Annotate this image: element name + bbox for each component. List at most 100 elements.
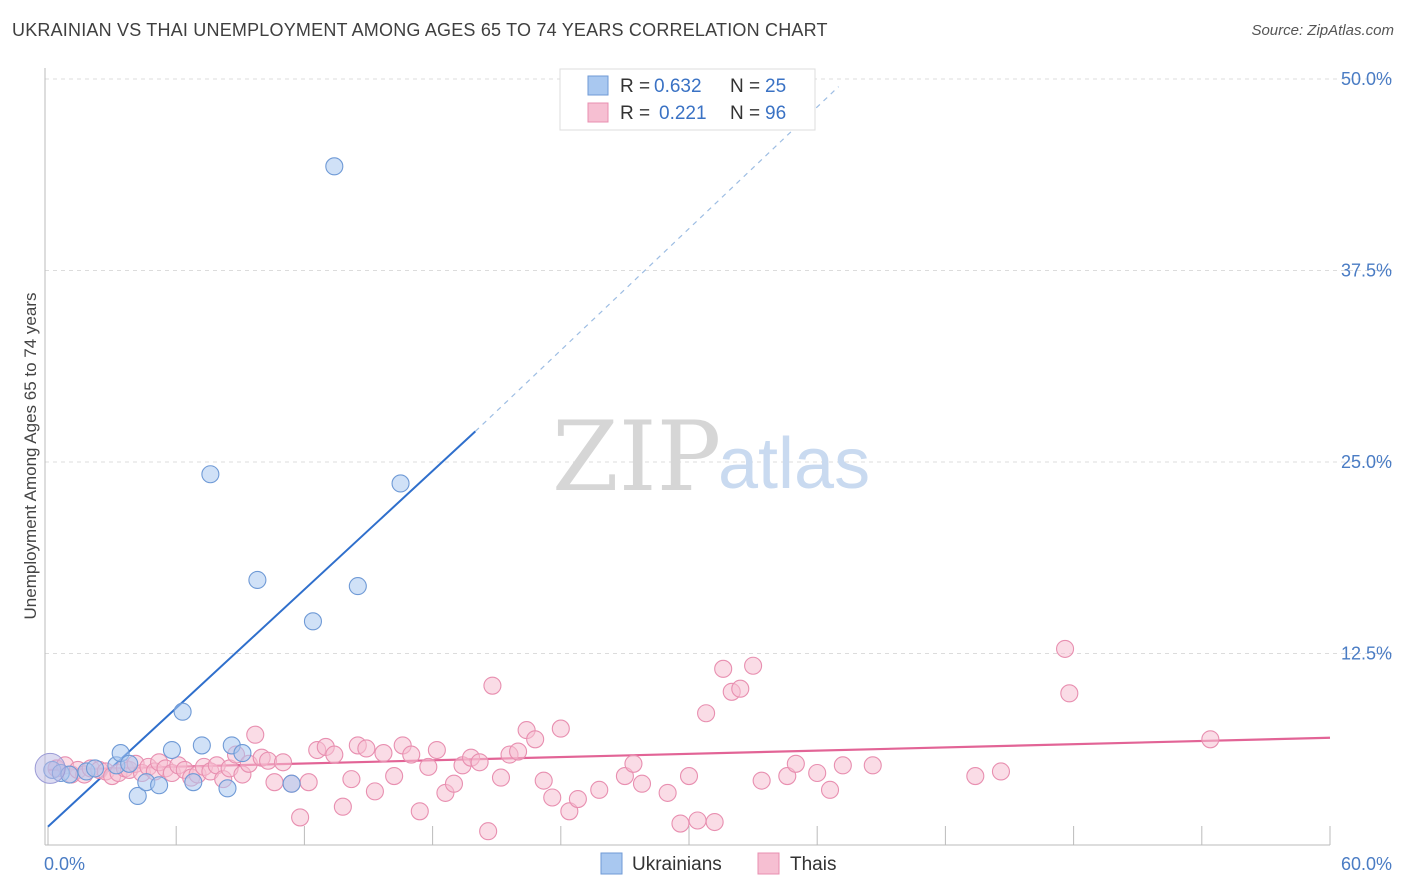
point-thais-71 xyxy=(590,780,609,799)
point-thais-86 xyxy=(778,767,797,786)
point-thais-46 xyxy=(365,782,384,801)
point-thais-60 xyxy=(483,676,502,695)
point-thais-50 xyxy=(402,745,421,764)
point-ukrainians-20 xyxy=(303,612,322,631)
point-thais-79 xyxy=(697,704,716,723)
point-thais-35 xyxy=(273,753,293,772)
x-tick-label-max: 60.0% xyxy=(1341,854,1392,874)
point-thais-42 xyxy=(333,797,352,816)
chart-title: UKRAINIAN VS THAI UNEMPLOYMENT AMONG AGE… xyxy=(12,20,828,40)
y-tick-label-50: 50.0% xyxy=(1341,69,1392,89)
point-thais-70 xyxy=(568,789,587,809)
point-cluster-origin xyxy=(34,752,66,784)
point-ukrainians-11 xyxy=(162,740,181,760)
x-tick-labels: 0.0% 60.0% xyxy=(44,854,1392,874)
trend-line-ukrainians-extension xyxy=(474,86,839,432)
point-thais-59 xyxy=(479,822,498,841)
point-ukrainians-7 xyxy=(120,754,139,773)
watermark: ZIP atlas xyxy=(552,401,870,513)
point-thais-95 xyxy=(1060,684,1079,703)
y-tick-label-25: 25.0% xyxy=(1341,452,1392,472)
point-ukrainians-24 xyxy=(282,774,301,793)
y-axis-title: Unemployment Among Ages 65 to 74 years xyxy=(21,293,40,620)
point-ukrainians-10 xyxy=(150,776,169,795)
watermark-atlas: atlas xyxy=(718,424,870,504)
bottom-legend-label-thais: Thais xyxy=(790,854,836,875)
legend-swatch-ukrainians xyxy=(587,75,609,96)
point-thais-67 xyxy=(543,788,562,807)
point-thais-94 xyxy=(1056,639,1075,658)
point-thais-84 xyxy=(744,656,763,675)
point-ukrainians-23 xyxy=(391,474,410,493)
axes xyxy=(44,68,1331,846)
correlation-legend: R = 0.632 N = 25 R = 0.221 N = 96 xyxy=(559,68,816,131)
point-thais-89 xyxy=(820,780,840,799)
point-thais-68 xyxy=(551,719,570,738)
point-thais-74 xyxy=(632,774,652,793)
point-thais-66 xyxy=(534,771,553,790)
point-thais-63 xyxy=(509,742,528,761)
bottom-legend-label-ukrainians: Ukrainians xyxy=(632,854,722,875)
point-thais-87 xyxy=(786,754,805,773)
watermark-zip: ZIP xyxy=(552,401,721,513)
point-ukrainians-4 xyxy=(85,759,105,778)
x-tick-label-min: 0.0% xyxy=(44,854,85,874)
y-tick-label-37.5: 37.5% xyxy=(1341,261,1392,281)
point-thais-47 xyxy=(374,744,393,763)
point-thais-51 xyxy=(410,802,429,821)
point-ukrainians-13 xyxy=(184,773,203,792)
point-thais-91 xyxy=(863,756,882,775)
point-thais-85 xyxy=(752,771,771,790)
series-legend: Ukrainians Thais xyxy=(600,852,836,875)
point-thais-88 xyxy=(808,763,827,783)
point-thais-78 xyxy=(688,811,707,830)
point-thais-53 xyxy=(427,740,446,760)
point-thais-55 xyxy=(444,774,464,793)
point-thais-73 xyxy=(624,754,643,773)
point-thais-72 xyxy=(615,767,634,786)
point-thais-65 xyxy=(526,730,545,749)
data-points xyxy=(34,157,1220,841)
point-ukrainians-17 xyxy=(233,744,252,763)
point-ukrainians-14 xyxy=(192,736,211,755)
legend-r-value-ukrainians: 0.632 xyxy=(654,76,702,97)
point-thais-75 xyxy=(658,783,677,802)
point-thais-93 xyxy=(991,762,1011,781)
legend-r-value-thais: 0.221 xyxy=(659,103,707,124)
legend-r-label-1: R = xyxy=(620,76,650,97)
point-thais-92 xyxy=(966,767,985,786)
legend-n-label-1: N = xyxy=(730,76,760,97)
point-thais-83 xyxy=(731,679,750,698)
point-thais-45 xyxy=(357,739,376,758)
legend-swatch-thais xyxy=(587,102,609,123)
point-thais-37 xyxy=(291,808,310,827)
legend-r-label-2: R = xyxy=(620,103,650,124)
legend-n-value-ukrainians: 25 xyxy=(765,76,786,97)
point-ukrainians-8 xyxy=(128,786,147,806)
point-thais-34 xyxy=(265,773,284,792)
legend-n-value-thais: 96 xyxy=(765,103,786,124)
point-ukrainians-22 xyxy=(348,577,367,596)
y-tick-labels: 12.5% 25.0% 37.5% 50.0% xyxy=(1341,69,1392,664)
point-thais-52 xyxy=(419,757,438,776)
point-ukrainians-21 xyxy=(325,157,344,176)
bottom-legend-swatch-thais xyxy=(757,852,780,875)
point-thais-96 xyxy=(1201,730,1220,749)
point-thais-81 xyxy=(714,659,733,678)
point-ukrainians-12 xyxy=(173,702,192,721)
point-thais-58 xyxy=(470,753,489,772)
y-tick-label-12.5: 12.5% xyxy=(1341,644,1392,664)
bottom-legend-swatch-ukrainians xyxy=(600,852,623,875)
point-thais-41 xyxy=(325,745,344,764)
point-thais-48 xyxy=(385,767,404,786)
legend-n-label-2: N = xyxy=(730,103,760,124)
point-thais-61 xyxy=(491,768,511,787)
source-credit: Source: ZipAtlas.com xyxy=(1251,22,1394,39)
point-ukrainians-15 xyxy=(218,779,237,798)
point-thais-31 xyxy=(246,725,265,744)
point-thais-43 xyxy=(342,770,361,789)
point-thais-69 xyxy=(560,802,579,821)
point-thais-90 xyxy=(833,756,852,775)
point-thais-38 xyxy=(299,773,318,792)
